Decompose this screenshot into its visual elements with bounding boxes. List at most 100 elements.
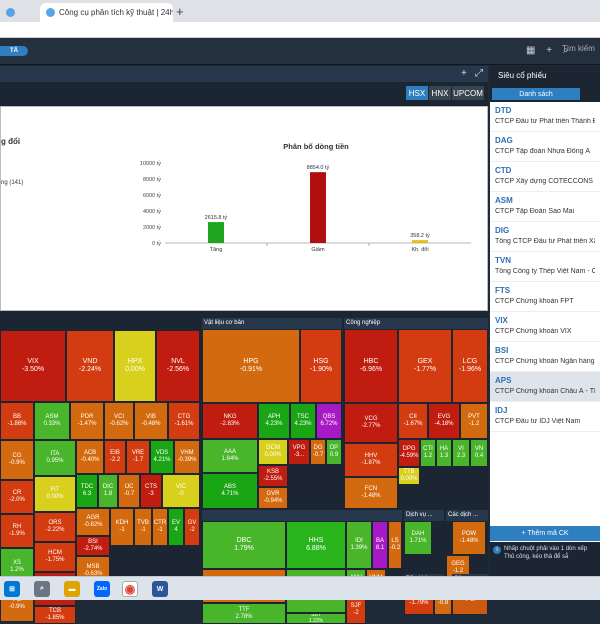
treemap-cell-rh[interactable]: RH-1.9% [0,514,34,548]
treemap-cell-tvb[interactable]: TVB-1 [134,508,152,546]
treemap-cell-acb[interactable]: ACB-0.40% [76,440,104,474]
add-icon[interactable]: + [546,45,552,56]
new-tab-button[interactable]: + [176,4,184,19]
treemap-cell-fcn[interactable]: FCN-1.48% [344,477,398,509]
treemap-cell-gvr[interactable]: GVR-0.94% [258,487,288,509]
add-stock-button[interactable]: + Thêm mã CK [490,526,600,541]
treemap-cell-vpg[interactable]: VPG-3... [288,439,310,465]
windows-start-icon[interactable]: ⊞ [4,581,20,597]
stock-list-item[interactable]: FTS CTCP Chứng khoán FPT [490,282,600,312]
treemap-cell-hbc[interactable]: HBC-6.96% [344,329,398,403]
treemap-cell-vnd[interactable]: VND-2.24% [66,330,114,402]
treemap-cell-ijc[interactable]: IJC-0.7 [118,474,140,508]
exchange-tab-hsx[interactable]: HSX [406,86,428,100]
treemap-cell-hcm[interactable]: HCM-1.75% [34,542,76,572]
treemap-cell-nvl[interactable]: NVL-2.56% [156,330,200,402]
browser-tab-inactive[interactable] [0,3,38,22]
treemap-cell-tcb[interactable]: TCB-1.85% [34,606,76,624]
treemap-cell-pvt[interactable]: PVT-1.2 [460,403,488,439]
treemap-cell-gex[interactable]: GEX-1.77% [398,329,452,403]
treemap-cell-vic[interactable]: VIC-0 [162,474,200,508]
treemap-cell-vci[interactable]: VCI-0.62% [104,402,134,440]
treemap-cell-dpg[interactable]: DPG-4.59% [398,439,420,467]
exchange-tab-upcom[interactable]: UPCOM [452,86,484,100]
treemap-cell-ksb[interactable]: KSB-2.55% [258,465,288,487]
stock-list-item[interactable]: TVN Tổng Công ty Thép Việt Nam - CT [490,252,600,282]
address-bar[interactable] [0,22,600,38]
treemap-cell-vhm[interactable]: VHM-0.39% [174,440,200,474]
toolbar-tab-button[interactable]: TẤ [0,46,28,56]
stock-list-item[interactable]: IDJ CTCP Đầu tư IDJ Việt Nam [490,402,600,432]
browser-tab-active[interactable]: Công cụ phân tích kỹ thuật | 24h × [40,3,173,22]
treemap-cell-ors[interactable]: ORS-2.22% [34,512,76,542]
word-icon[interactable]: W [152,581,168,597]
treemap-cell-nkg[interactable]: NKG-2.83% [202,403,258,439]
stock-list-item[interactable]: BSI CTCP Chứng khoán Ngân hàng Đ [490,342,600,372]
treemap-cell-evg[interactable]: EVG-4.18% [428,403,460,439]
treemap-cell-bb[interactable]: BB-1.86% [0,402,34,440]
treemap-cell-eib[interactable]: EIB-2.2 [104,440,126,474]
stock-list-item[interactable]: APS CTCP Chứng khoán Châu Á - Thá [490,372,600,402]
treemap-cell-pow[interactable]: POW-1.48% [452,521,486,555]
stock-list-item[interactable]: ASM CTCP Tập Đoàn Sao Mai [490,192,600,222]
stock-list-item[interactable]: VIX CTCP Chứng khoán VIX [490,312,600,342]
treemap-cell-vix[interactable]: VIX-3.50% [0,330,66,402]
treemap-cell-gv[interactable]: GV-2 [184,508,200,546]
tab-danh-sach[interactable]: Danh sách [492,88,580,100]
expand-icon[interactable]: ⤢ [475,68,483,79]
treemap-cell-bsi[interactable]: BSI-2.74% [76,536,110,556]
treemap-cell-lcg[interactable]: LCG-1.96% [452,329,488,403]
treemap-cell-cr[interactable]: CR-2.0% [0,480,34,514]
treemap-cell-kdh[interactable]: KDH-1 [110,508,134,546]
treemap-cell-cii[interactable]: CII-1.67% [398,403,428,439]
treemap-cell-cts[interactable]: CTS-3 [140,474,162,508]
search-input[interactable]: Tìm kiếm [562,44,595,53]
stock-list-item[interactable]: DTD CTCP Đầu tư Phát triển Thành Đ [490,102,600,132]
treemap-cell-hhv[interactable]: HHV-1.87% [344,443,398,477]
treemap-cell-dg[interactable]: DG-0.7 [310,439,326,465]
treemap-cell-agr[interactable]: AGR-0.82% [76,508,110,536]
treemap-cell-vib[interactable]: VIB-0.48% [134,402,168,440]
treemap-cell-ctg[interactable]: CTG-1.61% [168,402,200,440]
zalo-icon[interactable]: Zalo [94,581,110,597]
chrome-icon[interactable]: ◉ [122,581,138,597]
treemap-cell-hsg[interactable]: HSG-1.90% [300,329,342,403]
treemap-cell-pdr[interactable]: PDR-1.47% [70,402,104,440]
file-explorer-icon[interactable]: ▬ [64,581,80,597]
treemap-cell-ls[interactable]: LS-0.2 [388,521,402,569]
stock-list-item[interactable]: CTD CTCP Xây dựng COTECCONS [490,162,600,192]
add-panel-icon[interactable]: + [461,68,467,79]
treemap-cell-vcg[interactable]: VCG-2.77% [344,403,398,443]
stock-list-item[interactable]: DIG Tổng CTCP Đầu tư Phát triển Xây [490,222,600,252]
treemap-cell-cg[interactable]: CG-0.9% [0,440,34,480]
stock-list-item[interactable]: DAG CTCP Tập đoàn Nhựa Đông Á [490,132,600,162]
exchange-tab-hnx[interactable]: HNX [429,86,451,100]
grid-icon[interactable]: ▦ [526,45,535,56]
